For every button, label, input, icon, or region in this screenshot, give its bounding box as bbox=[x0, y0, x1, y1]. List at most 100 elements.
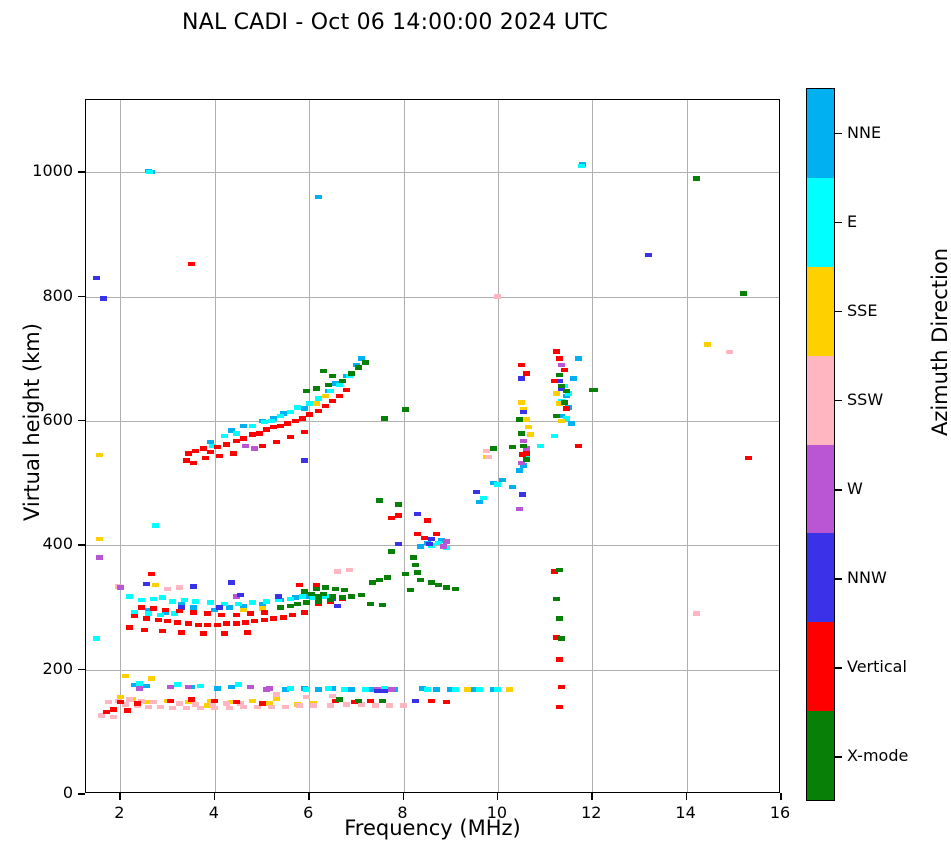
data-point bbox=[395, 502, 403, 507]
data-point bbox=[135, 681, 143, 686]
data-point bbox=[367, 601, 374, 606]
data-point bbox=[298, 416, 306, 421]
data-point bbox=[553, 635, 561, 640]
tick-mark bbox=[213, 793, 216, 800]
colorbar-band-vertical[interactable] bbox=[807, 622, 834, 712]
plot-area[interactable] bbox=[85, 99, 780, 793]
data-point bbox=[341, 687, 349, 692]
data-point bbox=[201, 455, 209, 461]
data-point bbox=[150, 596, 157, 601]
data-point bbox=[142, 683, 150, 688]
data-point bbox=[142, 699, 150, 705]
data-point bbox=[190, 584, 198, 589]
data-point bbox=[166, 698, 174, 703]
x-axis-tick-label: 16 bbox=[769, 803, 791, 822]
colorbar-band-e[interactable] bbox=[807, 177, 834, 267]
data-point bbox=[206, 449, 214, 455]
data-point bbox=[263, 687, 271, 692]
data-point bbox=[166, 684, 174, 690]
x-axis-tick-label: 2 bbox=[114, 803, 125, 822]
y-axis-label: Virtual height (km) bbox=[20, 323, 44, 521]
data-point bbox=[303, 687, 311, 692]
tick-mark bbox=[496, 793, 499, 800]
colorbar-band-ssw[interactable] bbox=[807, 355, 834, 445]
data-point bbox=[442, 699, 450, 705]
data-point bbox=[284, 421, 292, 426]
data-point bbox=[494, 687, 502, 692]
data-point bbox=[171, 611, 179, 616]
data-point bbox=[93, 636, 101, 641]
data-point bbox=[489, 446, 497, 451]
colorbar-band-x-mode[interactable] bbox=[807, 711, 834, 800]
x-axis-tick-label: 8 bbox=[397, 803, 408, 822]
data-point bbox=[208, 443, 216, 448]
data-point bbox=[289, 612, 297, 618]
data-point bbox=[470, 687, 478, 692]
y-axis-tick-label: 400 bbox=[42, 534, 73, 554]
y-axis-tick-label: 200 bbox=[42, 658, 73, 678]
data-point bbox=[578, 163, 586, 169]
data-point bbox=[518, 376, 525, 381]
data-point bbox=[131, 682, 139, 688]
y-axis-tick-label: 800 bbox=[42, 285, 73, 305]
tick-mark bbox=[402, 793, 405, 800]
tick-mark bbox=[835, 399, 842, 402]
data-point bbox=[239, 704, 247, 710]
data-point bbox=[239, 603, 247, 609]
data-point bbox=[286, 409, 294, 415]
data-point bbox=[95, 555, 103, 560]
data-point bbox=[395, 513, 403, 518]
data-point bbox=[227, 699, 235, 705]
data-point bbox=[305, 594, 313, 599]
colorbar-band-w[interactable] bbox=[807, 444, 834, 534]
data-point bbox=[315, 599, 323, 604]
data-point bbox=[145, 704, 153, 710]
data-point bbox=[142, 616, 150, 621]
y-axis-tick-label: 1000 bbox=[32, 161, 73, 181]
data-point bbox=[334, 603, 341, 609]
colorbar-tick-label: W bbox=[847, 479, 863, 499]
data-point bbox=[322, 403, 330, 409]
colorbar[interactable] bbox=[806, 88, 835, 801]
data-point bbox=[553, 596, 561, 601]
data-point bbox=[558, 386, 566, 391]
data-point bbox=[341, 587, 349, 593]
data-point bbox=[246, 611, 254, 616]
data-point bbox=[301, 406, 308, 411]
data-point bbox=[260, 419, 268, 425]
data-point bbox=[95, 536, 103, 542]
data-point bbox=[329, 398, 337, 404]
data-point bbox=[336, 382, 344, 388]
data-point bbox=[522, 457, 530, 462]
data-point bbox=[704, 342, 712, 347]
data-point bbox=[296, 703, 304, 708]
data-point bbox=[131, 613, 139, 619]
data-point bbox=[315, 408, 323, 414]
data-point bbox=[187, 697, 195, 702]
colorbar-band-nne[interactable] bbox=[807, 89, 834, 178]
data-point bbox=[522, 417, 530, 422]
data-point bbox=[185, 699, 193, 705]
data-point bbox=[326, 388, 334, 394]
data-point bbox=[319, 368, 327, 374]
data-point bbox=[239, 607, 247, 613]
data-point bbox=[131, 610, 139, 615]
colorbar-band-nnw[interactable] bbox=[807, 533, 834, 623]
colorbar-band-sse[interactable] bbox=[807, 266, 834, 356]
data-point bbox=[232, 699, 240, 705]
data-point bbox=[315, 396, 323, 401]
data-point bbox=[551, 569, 558, 574]
data-point bbox=[100, 296, 108, 301]
data-point bbox=[565, 391, 573, 396]
data-point bbox=[178, 601, 186, 606]
data-point bbox=[329, 594, 337, 599]
data-point bbox=[303, 388, 311, 394]
data-point bbox=[312, 386, 320, 391]
data-point bbox=[371, 703, 379, 708]
data-point bbox=[522, 446, 530, 451]
data-point bbox=[154, 617, 162, 623]
data-point bbox=[506, 687, 514, 692]
data-point bbox=[381, 686, 389, 691]
data-point bbox=[232, 438, 240, 443]
data-point bbox=[272, 439, 280, 445]
